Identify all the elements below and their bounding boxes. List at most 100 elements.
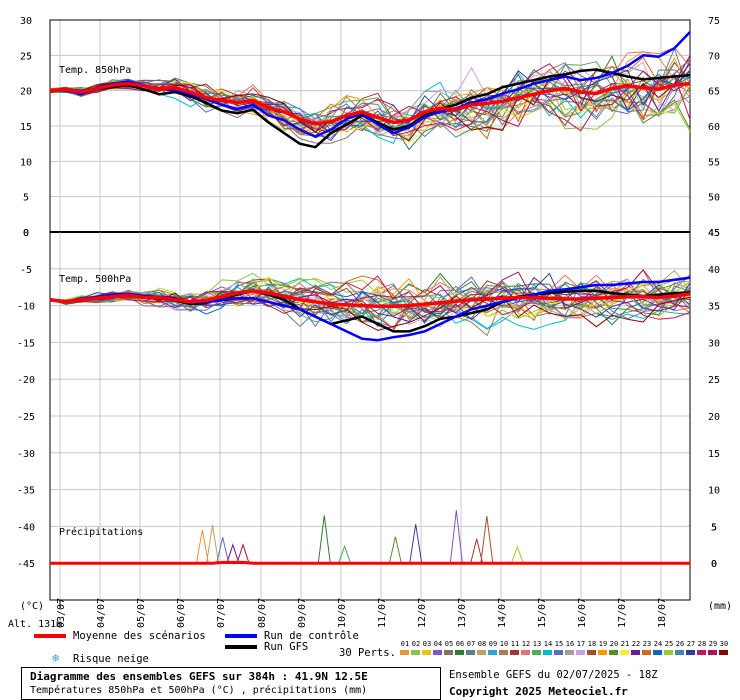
- pert-color-swatch: [554, 650, 563, 655]
- pert-color-swatch: [719, 650, 728, 655]
- right-tick-label: 45: [708, 228, 720, 239]
- pert-color-swatch: [708, 650, 717, 655]
- panel-title-850: Temp. 850hPa: [59, 65, 131, 76]
- pert-color-swatch: [598, 650, 607, 655]
- info-box: Diagramme des ensembles GEFS sur 384h : …: [21, 667, 441, 700]
- left-tick-label: 0: [23, 228, 29, 239]
- pert-number: 11: [510, 640, 520, 648]
- precip-spike: [480, 516, 494, 564]
- right-unit: (mm): [708, 601, 732, 612]
- right-tick-label: 65: [708, 87, 720, 98]
- precip-spike: [510, 545, 524, 564]
- precip-spike: [338, 544, 352, 564]
- ensemble-member-line: [49, 56, 691, 140]
- pert-number: 06: [455, 640, 465, 648]
- pert-color-swatch: [422, 650, 431, 655]
- precip-spike: [317, 515, 331, 564]
- pert-number: 03: [422, 640, 432, 648]
- pert-number: 04: [433, 640, 443, 648]
- pert-color-swatch: [543, 650, 552, 655]
- x-tick-label: 07/07: [216, 598, 227, 628]
- pert-color-swatch: [675, 650, 684, 655]
- perts-label: 30 Perts.: [339, 647, 396, 659]
- pert-number: 26: [675, 640, 685, 648]
- precip-spike: [226, 543, 240, 564]
- pert-number: 21: [620, 640, 630, 648]
- pert-number: 29: [708, 640, 718, 648]
- pert-color-swatch: [499, 650, 508, 655]
- left-tick-label: -5: [20, 265, 32, 276]
- pert-color-swatch: [455, 650, 464, 655]
- right-tick-label: 40: [708, 265, 720, 276]
- pert-color-swatch: [444, 650, 453, 655]
- pert-color-swatch: [653, 650, 662, 655]
- right-tick-label: 60: [708, 122, 720, 133]
- pert-number: 23: [642, 640, 652, 648]
- diagram-subtitle: Températures 850hPa et 500hPa (°C) , pré…: [30, 685, 368, 696]
- pert-color-swatch: [609, 650, 618, 655]
- precip-mean-line: [50, 560, 690, 565]
- pert-number: 27: [686, 640, 696, 648]
- pert-number: 07: [466, 640, 476, 648]
- legend-gfs-swatch: [225, 645, 257, 649]
- precip-spike: [236, 543, 250, 564]
- x-tick-label: 11/07: [377, 598, 388, 628]
- ensemble-member-line: [49, 289, 691, 331]
- left-tick-label: -15: [17, 338, 35, 349]
- pert-number: 22: [631, 640, 641, 648]
- ensemble-member-line: [49, 63, 691, 142]
- pert-number: 16: [565, 640, 575, 648]
- left-tick-label: -20: [17, 375, 35, 386]
- pert-color-swatch: [631, 650, 640, 655]
- pert-color-swatch: [587, 650, 596, 655]
- snowflake-icon: ❄: [52, 651, 60, 665]
- right-tick-label: 30: [708, 338, 720, 349]
- left-tick-label: -30: [17, 449, 35, 460]
- precip-spike: [206, 524, 220, 564]
- right-tick-label: 50: [708, 193, 720, 204]
- right-tick-label: 45: [708, 228, 720, 239]
- panel-title-precip: Précipitations: [59, 526, 143, 538]
- pert-number: 25: [664, 640, 674, 648]
- legend-gfs-label: Run GFS: [264, 641, 309, 653]
- left-tick-label: 15: [20, 122, 32, 133]
- panel-frame: [49, 231, 691, 601]
- altitude-label: Alt. 131m: [8, 619, 62, 630]
- pert-number: 01: [400, 640, 410, 648]
- copyright: Copyright 2025 Meteociel.fr: [449, 685, 628, 698]
- pert-color-swatch: [411, 650, 420, 655]
- precip-spike: [449, 510, 463, 564]
- x-tick-label: 10/07: [337, 598, 348, 628]
- precip-spike: [216, 537, 230, 564]
- legend-snow-label: Risque neige: [73, 653, 149, 665]
- x-tick-label: 09/07: [297, 598, 308, 628]
- pert-number: 19: [598, 640, 608, 648]
- panel-precipitation: 50: [49, 510, 717, 570]
- pert-number: 15: [554, 640, 564, 648]
- left-tick-label: 25: [20, 51, 32, 62]
- pert-number: 17: [576, 640, 586, 648]
- mean-line: [49, 81, 691, 126]
- pert-color-swatch: [686, 650, 695, 655]
- x-tick-label: 03/07: [56, 598, 67, 628]
- right-tick-label: 70: [708, 51, 720, 62]
- x-tick-label: 05/07: [136, 598, 147, 628]
- x-tick-label: 16/07: [577, 598, 588, 628]
- mean-line: [49, 289, 691, 309]
- right-tick-label: 55: [708, 157, 720, 168]
- left-tick-label: -45: [17, 559, 35, 570]
- ensemble-member-line: [49, 69, 691, 138]
- x-tick-label: 08/07: [257, 598, 268, 628]
- precip-spike: [388, 536, 402, 564]
- pert-number: 18: [587, 640, 597, 648]
- x-axis: 03/07 04/07 05/07 06/07 07/07 08/07 09/07 10/07…: [56, 598, 668, 628]
- left-tick-label: 10: [20, 157, 32, 168]
- pert-number: 14: [543, 640, 553, 648]
- right-tick-label: 15: [708, 449, 720, 460]
- pert-color-swatch: [400, 650, 409, 655]
- diagram-title: Diagramme des ensembles GEFS sur 384h : …: [30, 670, 368, 683]
- precip-spike: [409, 524, 423, 564]
- pert-color-swatch: [642, 650, 651, 655]
- panel-500hpa: 0 45 -5 40 -10 35 -15 30 -20 25 -25 20 -30 15 -35 10 -40…: [17, 228, 720, 608]
